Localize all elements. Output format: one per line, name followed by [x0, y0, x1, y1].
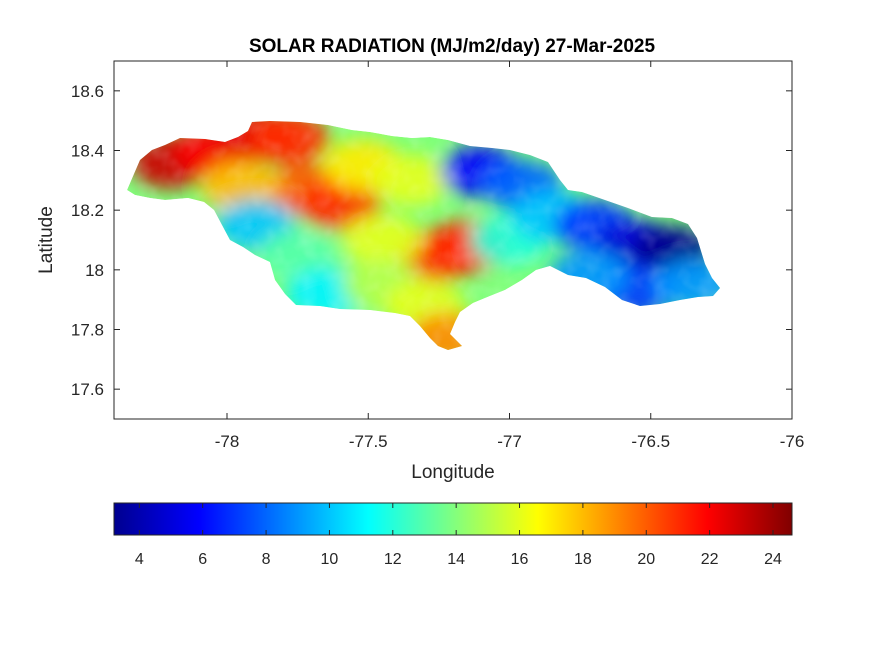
colorbar-tick-label: 18 [574, 551, 592, 568]
y-tick-label: 18.4 [71, 142, 104, 161]
colorbar-tick-label: 14 [447, 551, 465, 568]
y-tick-label: 18 [85, 261, 104, 280]
heatmap-surface [127, 121, 720, 350]
x-tick-label: -76.5 [631, 432, 670, 451]
colorbar-tick-label: 10 [321, 551, 339, 568]
colorbar-gradient [113, 502, 793, 536]
chart-title: SOLAR RADIATION (MJ/m2/day) 27-Mar-2025 [249, 36, 656, 57]
x-axis-label: Longitude [411, 462, 494, 483]
y-axis-label: Latitude [36, 206, 57, 274]
y-axis: 17.6 17.8 18 18.2 18.4 18.6 [71, 82, 792, 399]
colorbar: 4 6 8 10 12 14 16 18 20 22 24 [113, 502, 793, 568]
x-tick-label: -77 [497, 432, 522, 451]
colorbar-tick-label: 8 [262, 551, 271, 568]
colorbar-tick-label: 22 [701, 551, 719, 568]
colorbar-tick-label: 16 [511, 551, 529, 568]
x-tick-label: -78 [215, 432, 240, 451]
y-tick-label: 18.2 [71, 201, 104, 220]
colorbar-tick-label: 24 [764, 551, 782, 568]
colorbar-tick-label: 12 [384, 551, 402, 568]
colorbar-tick-label: 4 [135, 551, 144, 568]
y-tick-label: 17.6 [71, 380, 104, 399]
x-tick-label: -77.5 [349, 432, 388, 451]
colorbar-tick-label: 6 [198, 551, 207, 568]
x-tick-label: -76 [780, 432, 805, 451]
y-tick-label: 18.6 [71, 82, 104, 101]
x-axis: -78 -77.5 -77 -76.5 -76 [215, 61, 805, 451]
colorbar-tick-label: 20 [637, 551, 655, 568]
y-tick-label: 17.8 [71, 321, 104, 340]
colorbar-ticks: 4 6 8 10 12 14 16 18 20 22 24 [135, 503, 782, 568]
